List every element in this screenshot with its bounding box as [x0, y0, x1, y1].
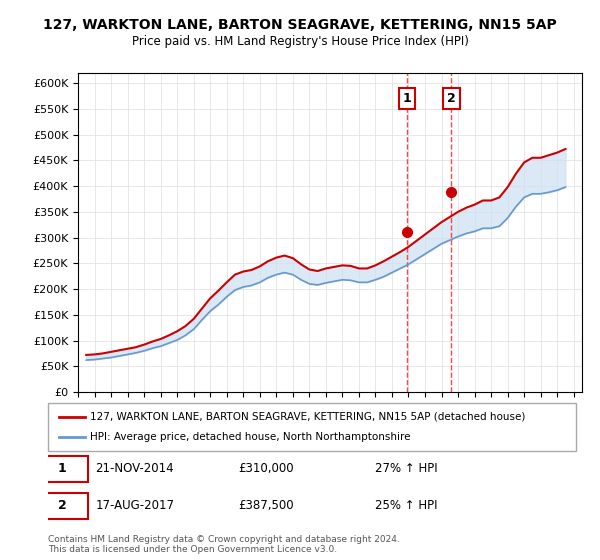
FancyBboxPatch shape: [37, 493, 88, 519]
Text: 1: 1: [58, 462, 67, 475]
Text: 1: 1: [403, 92, 411, 105]
Text: 17-AUG-2017: 17-AUG-2017: [95, 499, 175, 512]
Text: 127, WARKTON LANE, BARTON SEAGRAVE, KETTERING, NN15 5AP (detached house): 127, WARKTON LANE, BARTON SEAGRAVE, KETT…: [90, 412, 526, 422]
Text: £310,000: £310,000: [238, 462, 294, 475]
Text: HPI: Average price, detached house, North Northamptonshire: HPI: Average price, detached house, Nort…: [90, 432, 411, 442]
Text: 2: 2: [447, 92, 456, 105]
Text: Price paid vs. HM Land Registry's House Price Index (HPI): Price paid vs. HM Land Registry's House …: [131, 35, 469, 49]
Text: 21-NOV-2014: 21-NOV-2014: [95, 462, 174, 475]
Text: 27% ↑ HPI: 27% ↑ HPI: [376, 462, 438, 475]
Text: 2: 2: [58, 499, 67, 512]
FancyBboxPatch shape: [37, 456, 88, 482]
Text: 127, WARKTON LANE, BARTON SEAGRAVE, KETTERING, NN15 5AP: 127, WARKTON LANE, BARTON SEAGRAVE, KETT…: [43, 18, 557, 32]
FancyBboxPatch shape: [48, 403, 576, 451]
Text: £387,500: £387,500: [238, 499, 294, 512]
Text: 25% ↑ HPI: 25% ↑ HPI: [376, 499, 438, 512]
Text: Contains HM Land Registry data © Crown copyright and database right 2024.
This d: Contains HM Land Registry data © Crown c…: [48, 535, 400, 554]
